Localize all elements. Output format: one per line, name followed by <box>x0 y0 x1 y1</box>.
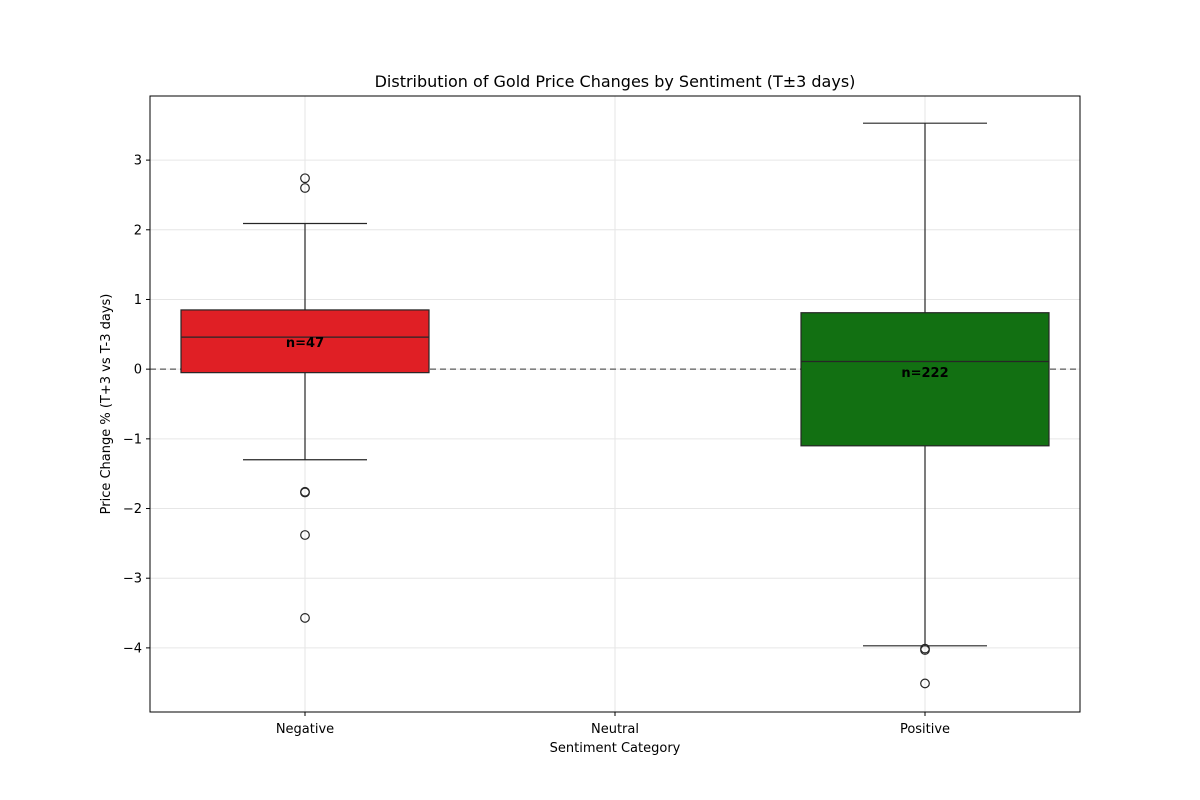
y-tick-label: 3 <box>134 154 142 169</box>
n-label-negative: n=47 <box>286 336 324 351</box>
box-positive <box>800 122 1050 689</box>
y-tick-label: −1 <box>123 432 142 447</box>
axis-ticks: −4 −3 −2 −1 0 1 2 3 Negative Neutral Positive <box>123 154 950 737</box>
y-tick-label: −2 <box>123 502 142 517</box>
outlier-point <box>920 678 930 689</box>
y-tick-label: 2 <box>134 223 142 238</box>
outlier-point <box>300 613 310 623</box>
box-negative <box>180 173 430 623</box>
x-tick-label: Negative <box>276 722 334 737</box>
outlier-point <box>300 530 310 540</box>
y-tick-label: 1 <box>134 293 142 308</box>
x-tick-label: Positive <box>900 722 950 737</box>
y-tick-label: −3 <box>123 572 142 587</box>
x-axis-label: Sentiment Category <box>550 741 681 756</box>
y-tick-label: −4 <box>123 641 142 656</box>
outlier-point <box>300 183 310 193</box>
y-axis-label: Price Change % (T+3 vs T-3 days) <box>99 294 114 515</box>
iqr-box <box>180 309 430 374</box>
outlier-point <box>300 173 310 184</box>
outlier-point <box>920 645 930 655</box>
y-tick-label: 0 <box>134 363 142 378</box>
chart-title: Distribution of Gold Price Changes by Se… <box>375 72 856 91</box>
n-labels-layer: n=47 n=222 <box>286 336 949 381</box>
boxes-layer <box>180 122 1050 689</box>
iqr-box <box>800 312 1050 447</box>
n-label-positive: n=222 <box>901 366 948 381</box>
outlier-point <box>300 487 310 498</box>
x-tick-label: Neutral <box>591 722 639 737</box>
